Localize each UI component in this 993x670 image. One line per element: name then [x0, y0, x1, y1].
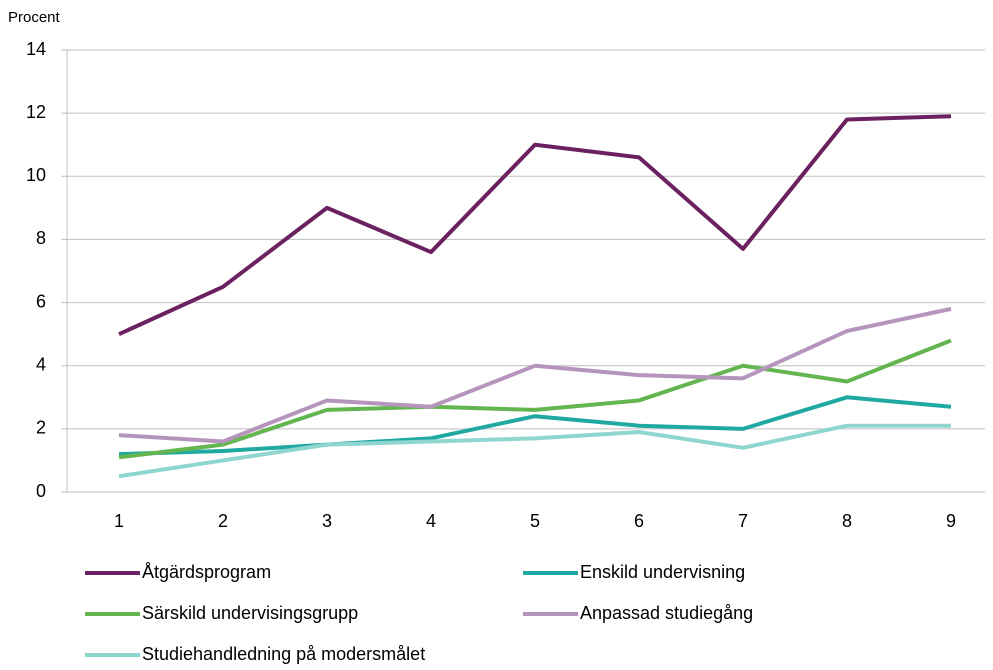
y-tick-label: 14 [26, 39, 46, 59]
series-line [118, 423, 951, 479]
series-line [118, 306, 952, 444]
x-tick-label: 2 [218, 511, 228, 531]
x-tick-label: 6 [634, 511, 644, 531]
legend-label: Enskild undervisning [580, 562, 745, 582]
x-tick-label: 1 [114, 511, 124, 531]
legend-label: Anpassad studiegång [580, 603, 753, 623]
series-line [118, 395, 952, 457]
y-tick-label: 12 [26, 102, 46, 122]
legend-label: Studiehandledning på modersmålet [142, 644, 425, 664]
x-tick-label: 8 [842, 511, 852, 531]
y-axis-label: Procent [8, 9, 61, 26]
x-tick-label: 4 [426, 511, 436, 531]
y-tick-label: 6 [36, 291, 46, 311]
legend-label: Åtgärdsprogram [142, 562, 271, 582]
y-tick-label: 4 [36, 354, 46, 374]
legend-label: Särskild undervisingsgrupp [142, 603, 358, 623]
x-tick-label: 7 [738, 511, 748, 531]
series-line [118, 114, 952, 336]
y-tick-label: 8 [36, 228, 46, 248]
y-tick-label: 0 [36, 481, 46, 501]
x-tick-label: 3 [322, 511, 332, 531]
y-tick-label: 10 [26, 165, 46, 185]
x-tick-label: 5 [530, 511, 540, 531]
y-tick-label: 2 [36, 418, 46, 438]
x-tick-label: 9 [946, 511, 956, 531]
series-line [118, 338, 952, 460]
